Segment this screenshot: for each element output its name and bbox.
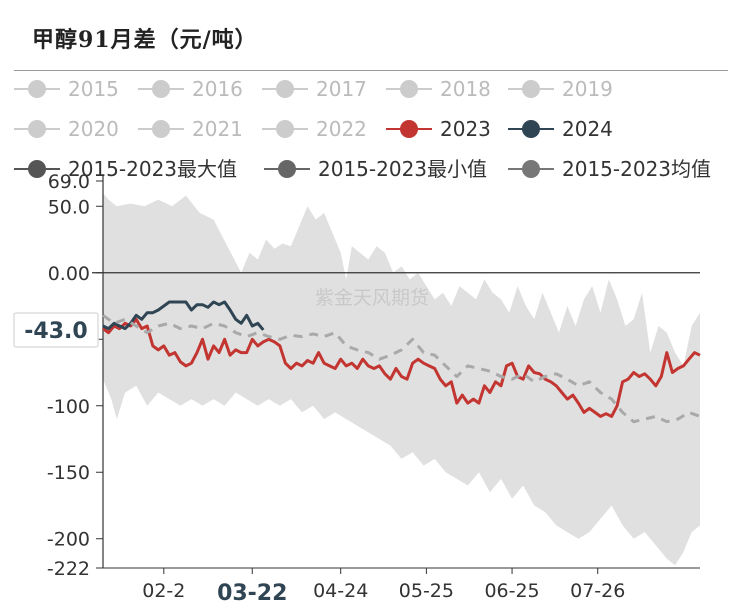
- y-pointer-box: [13, 312, 99, 348]
- y-tick-label: 0.00: [48, 263, 90, 285]
- legend-label: 2015-2023最大值: [68, 157, 237, 181]
- x-tick-label: 02-2: [142, 580, 185, 602]
- y-tick-label: -222: [47, 558, 90, 580]
- axis-layer: 69.050.00.00-50.0-100-150-200-22202-203-…: [41, 171, 700, 602]
- series-line-2024: [102, 300, 265, 331]
- legend-item-2019[interactable]: 2019: [508, 77, 613, 101]
- legend-item-2015-2023最小值[interactable]: 2015-2023最小值: [264, 157, 487, 181]
- legend-swatch-marker: [522, 120, 540, 138]
- legend-item-2016[interactable]: 2016: [138, 77, 243, 101]
- legend-item-2023[interactable]: 2023: [386, 117, 491, 141]
- legend-item-2017[interactable]: 2017: [262, 77, 367, 101]
- crosshair-labels: -43.0 03-22: [13, 312, 295, 610]
- y-tick-label: -100: [47, 396, 90, 418]
- y-tick-label: 50.0: [48, 196, 90, 218]
- legend-swatch-marker: [152, 120, 170, 138]
- y-tick-label: -200: [47, 529, 90, 551]
- range-band-layer: [103, 193, 700, 566]
- legend-label: 2023: [440, 117, 491, 141]
- legend-item-2020[interactable]: 2020: [14, 117, 119, 141]
- x-tick-label: 05-25: [399, 580, 454, 602]
- legend-item-2021[interactable]: 2021: [138, 117, 243, 141]
- series-layer: [102, 300, 701, 424]
- x-tick-label: 06-25: [484, 580, 539, 602]
- legend-item-2024[interactable]: 2024: [508, 117, 613, 141]
- legend[interactable]: 2015 2016 2017 2018 2019 2020 2021 2022 2023 2024…: [14, 77, 711, 181]
- legend-item-2015[interactable]: 2015: [14, 77, 119, 101]
- series-line-2023: [102, 317, 701, 418]
- legend-label: 2015: [68, 77, 119, 101]
- legend-swatch-marker: [28, 120, 46, 138]
- series-line-2015-2023均值: [102, 314, 701, 424]
- min-max-range-band: [103, 193, 700, 566]
- legend-label: 2020: [68, 117, 119, 141]
- legend-item-2015-2023最大值[interactable]: 2015-2023最大值: [14, 157, 237, 181]
- legend-swatch-marker: [152, 80, 170, 98]
- legend-label: 2015-2023最小值: [318, 157, 487, 181]
- legend-label: 2017: [316, 77, 367, 101]
- x-tick-label: 07-26: [570, 580, 625, 602]
- legend-item-2022[interactable]: 2022: [262, 117, 367, 141]
- legend-label: 2019: [562, 77, 613, 101]
- legend-item-2018[interactable]: 2018: [386, 77, 491, 101]
- x-tick-label: 04-24: [313, 580, 368, 602]
- x-pointer-box: [210, 574, 295, 610]
- legend-swatch-marker: [278, 160, 296, 178]
- legend-swatch-marker: [28, 80, 46, 98]
- legend-swatch-marker: [276, 80, 294, 98]
- watermark: 紫金天风期货: [315, 287, 429, 309]
- chart-title: 甲醇91月差（元/吨）: [32, 27, 258, 53]
- y-tick-label: 69.0: [48, 171, 90, 193]
- y-tick-label: -150: [47, 462, 90, 484]
- x-pointer-label: 03-22: [217, 581, 287, 606]
- legend-swatch-marker: [522, 80, 540, 98]
- legend-swatch-marker: [522, 160, 540, 178]
- legend-label: 2016: [192, 77, 243, 101]
- title-divider: [14, 70, 728, 71]
- legend-label: 2022: [316, 117, 367, 141]
- y-pointer-label: -43.0: [24, 319, 87, 344]
- legend-label: 2021: [192, 117, 243, 141]
- legend-label: 2015-2023均值: [562, 157, 711, 181]
- legend-label: 2018: [440, 77, 491, 101]
- legend-swatch-marker: [276, 120, 294, 138]
- legend-item-2015-2023均值[interactable]: 2015-2023均值: [508, 157, 711, 181]
- legend-swatch-marker: [28, 160, 46, 178]
- legend-swatch-marker: [400, 80, 418, 98]
- legend-label: 2024: [562, 117, 613, 141]
- legend-swatch-marker: [400, 120, 418, 138]
